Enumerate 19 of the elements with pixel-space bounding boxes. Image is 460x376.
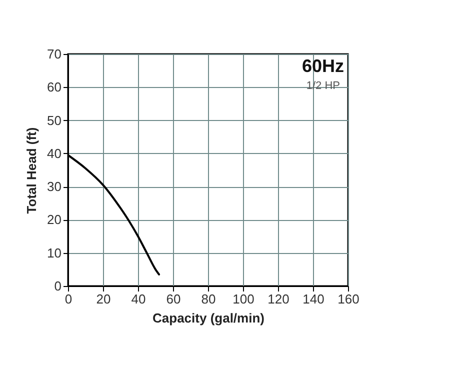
y-tick-label: 60 — [47, 80, 62, 95]
y-tick-label: 10 — [47, 245, 62, 260]
y-tick-label: 30 — [47, 179, 62, 194]
y-tick-label: 0 — [54, 278, 62, 294]
x-tick-label: 120 — [268, 292, 290, 306]
y-tick-label: 70 — [47, 46, 62, 62]
x-axis-title: Capacity (gal/min) — [152, 310, 264, 326]
x-tick-label: 100 — [232, 292, 254, 306]
y-axis-title: Total Head (ft) — [24, 127, 40, 214]
x-tick-label: 20 — [96, 292, 111, 306]
x-tick-label: 140 — [302, 292, 324, 306]
y-tick-label: 50 — [47, 112, 62, 128]
x-tick-label: 60 — [166, 292, 181, 306]
y-tick-label: 40 — [47, 146, 62, 161]
x-tick-label: 0 — [64, 292, 72, 306]
x-tick-label: 40 — [131, 292, 146, 306]
x-tick-label: 160 — [338, 292, 360, 306]
x-tick-label: 80 — [201, 292, 216, 306]
y-tick-label: 20 — [47, 212, 62, 228]
